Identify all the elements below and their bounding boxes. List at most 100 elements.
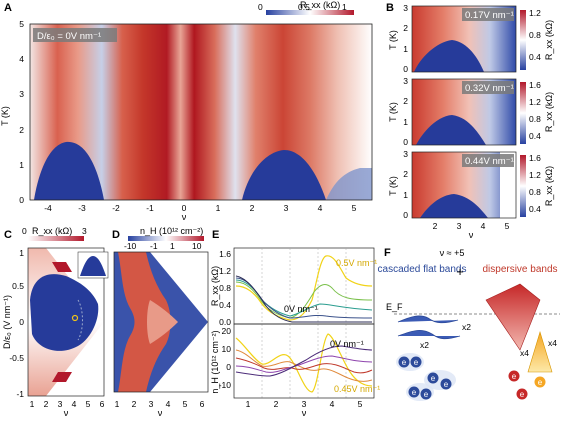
panel-f-electrons: e e e e e e e e e — [396, 353, 546, 401]
panel-b-xticks: 2 3 4 5 — [433, 221, 510, 231]
panel-b-cbar-tick: 0.4 — [529, 204, 541, 214]
panel-a-cbar-tick: 1 — [342, 2, 347, 12]
panel-b-overlay: 0.44V nm⁻¹ — [465, 156, 514, 167]
panel-f-ef-label: E_F — [386, 302, 403, 312]
panel-c-ytick: -1 — [16, 389, 24, 399]
panel-a-heatmap — [30, 24, 372, 200]
panel-a-ytick: 5 — [19, 19, 24, 29]
panel-c-ytick: -0.5 — [9, 353, 24, 363]
panel-a-xtick: 2 — [250, 203, 255, 213]
panel-e-xtick: 1 — [246, 399, 251, 409]
panel-e-bottom-ylabel: n_H (10¹² cm⁻²) — [210, 330, 220, 393]
panel-b-cbar-tick: 1.6 — [529, 153, 541, 163]
panel-b-xtick: 5 — [505, 221, 510, 231]
panel-e-curve — [235, 255, 373, 321]
panel-c-colorbar — [28, 236, 84, 241]
panel-b-colorbar — [520, 155, 526, 217]
panel-d-xtick: 6 — [200, 399, 205, 409]
panel-c-ytick: 0.5 — [12, 281, 24, 291]
panel-f-dispersive-band — [485, 283, 541, 351]
panel-d-xtick: 3 — [149, 399, 154, 409]
panel-f-letter: F — [384, 247, 391, 259]
panel-a-xtick: 0 — [182, 203, 187, 213]
panel-b-cbar-tick: 0.8 — [529, 114, 541, 124]
panel-b-cbar-tick: 0.8 — [529, 187, 541, 197]
panel-b-ytick: 3 — [403, 76, 408, 86]
panel-a-ytick: 3 — [19, 89, 24, 99]
panel-f-multiplicity: x2 — [420, 340, 429, 350]
panel-f-electron: e — [431, 374, 436, 383]
panel-c-xtick: 6 — [100, 399, 105, 409]
panel-b-ylabel: T (K) — [388, 176, 398, 196]
panel-b-ytick: 0 — [403, 64, 408, 74]
panel-b-cbar-label: R_xx (kΩ) — [544, 92, 554, 132]
panel-c-ytick: 0 — [19, 317, 24, 327]
panel-f-multiplicity: x4 — [548, 338, 557, 348]
panel-a-xtick: 5 — [352, 203, 357, 213]
panel-d-xtick: 2 — [132, 399, 137, 409]
panel-e-bottom-yticks: 20 10 0 -10 — [219, 326, 232, 390]
panel-c-xlabel: ν — [64, 408, 69, 418]
panel-a-ytick: 1 — [19, 160, 24, 170]
panel-f-dispersive-band — [527, 330, 553, 373]
panel-a-overlay: D/ε₀ = 0V nm⁻¹ — [37, 31, 101, 42]
panel-e-curve — [235, 357, 373, 374]
panel-c-xtick: 2 — [44, 399, 49, 409]
panel-e-bottom-label: 0V nm⁻¹ — [330, 339, 364, 349]
panel-f-electron: e — [412, 388, 417, 397]
panel-c-xticks: 1 2 3 4 5 6 — [30, 399, 105, 409]
panel-e-ytick: 0.8 — [219, 283, 231, 293]
panel-a-xlabel: ν — [182, 212, 187, 222]
panel-b-cbar-tick: 1.2 — [529, 8, 541, 18]
panel-e-curve — [235, 275, 372, 323]
panel-b-cbar-label: R_xx (kΩ) — [544, 166, 554, 206]
panel-c-colorbar-label: R_xx (kΩ) — [32, 226, 72, 236]
panel-c-cbar-tick: 3 — [82, 226, 87, 236]
panel-c-marker — [71, 314, 79, 322]
panel-b-cbar-tick: 0.4 — [529, 52, 541, 62]
panel-a-ylabel: T (K) — [0, 106, 10, 126]
panel-e-top-label: 0V nm⁻¹ — [284, 304, 318, 314]
panel-d-colorbar-label: n_H (10¹² cm⁻²) — [140, 226, 203, 236]
panel-f-flat-band — [397, 330, 461, 340]
panel-f-nu-label: ν ≈ +5 — [440, 248, 465, 258]
panel-b-overlay: 0.32V nm⁻¹ — [465, 83, 514, 94]
panel-c-xtick: 5 — [86, 399, 91, 409]
panel-a-colorbar — [266, 10, 354, 15]
panel-b-xtick: 3 — [457, 221, 462, 231]
panel-d-cbar-tick: 10 — [192, 241, 202, 251]
panel-b-ytick: 3 — [403, 149, 408, 159]
panel-d-xtick: 5 — [183, 399, 188, 409]
panel-c-xtick: 4 — [72, 399, 77, 409]
panel-a: A R_xx (kΩ) 0 0.5 1 D/ε₀ = 0V nm⁻¹ T (K)… — [0, 0, 373, 222]
panel-b-cbar-tick: 0.4 — [529, 131, 541, 141]
panel-b-cbar-label: R_xx (kΩ) — [544, 20, 554, 60]
panel-d-cbar-tick: -1 — [150, 241, 158, 251]
panel-d-xticks: 1 2 3 4 5 6 — [115, 399, 205, 409]
panel-d-xtick: 4 — [166, 399, 171, 409]
panel-b-ytick: 1 — [403, 190, 408, 200]
panel-f-electron: e — [512, 372, 517, 381]
panel-e-ytick: 20 — [222, 326, 232, 336]
panel-b-overlay: 0.17V nm⁻¹ — [465, 10, 514, 21]
panel-d-cbar-tick: -10 — [124, 241, 137, 251]
panel-c-letter: C — [4, 229, 12, 241]
panel-b-ytick: 0 — [403, 137, 408, 147]
panel-e-xlabel: ν — [302, 408, 307, 418]
panel-e-ytick: 0 — [226, 362, 231, 372]
panel-e-curve — [235, 333, 373, 393]
panel-e-xtick: 5 — [358, 399, 363, 409]
panel-f-multiplicity: x4 — [520, 348, 529, 358]
panel-f-electron: e — [402, 358, 407, 367]
panel-a-xtick: 1 — [216, 203, 221, 213]
panel-c-xtick: 1 — [30, 399, 35, 409]
panel-b-ytick: 2 — [403, 96, 408, 106]
panel-d-cbar-tick: 1 — [170, 241, 175, 251]
panel-e-top-ylabel: R_xx (kΩ) — [210, 266, 220, 306]
panel-e: E 0.5V nm⁻¹ 0V nm⁻¹ R_xx (kΩ) 1.6 1.2 0.… — [210, 229, 380, 418]
panel-c-ytick: 1 — [19, 248, 24, 258]
panel-a-cbar-tick: 0 — [258, 2, 263, 12]
panel-a-yticks: 0 1 2 3 4 5 — [19, 19, 24, 205]
panel-a-cbar-tick: 0.5 — [298, 2, 310, 12]
panel-e-bottom-axes — [233, 323, 375, 399]
